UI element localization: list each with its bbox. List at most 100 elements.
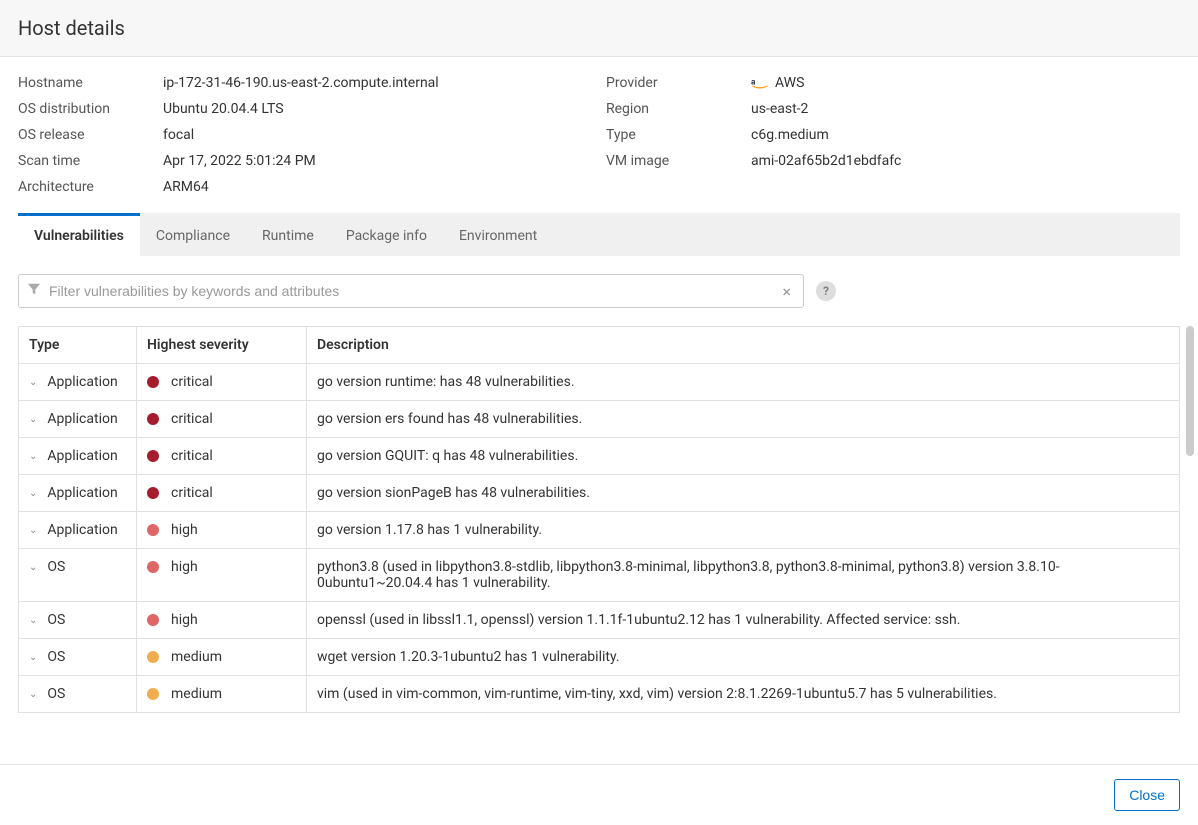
tab-package-info[interactable]: Package info bbox=[330, 213, 443, 256]
filter-box[interactable]: × bbox=[18, 274, 804, 308]
close-button[interactable]: Close bbox=[1114, 779, 1180, 811]
cell-type: ⌄OS bbox=[19, 676, 137, 713]
table-row[interactable]: ⌄Application critical go version sionPageB… bbox=[19, 475, 1180, 512]
vulnerabilities-panel: × ? Type Highest severity Description ⌄A… bbox=[0, 256, 1198, 731]
tab-environment[interactable]: Environment bbox=[443, 213, 553, 256]
chevron-down-icon[interactable]: ⌄ bbox=[29, 451, 37, 462]
details-right-column: ProvideraAWSRegionus-east-2Typec6g.mediu… bbox=[606, 75, 1180, 195]
type-label: Application bbox=[47, 522, 117, 538]
table-row[interactable]: ⌄OS medium vim (used in vim-common, vim-ru… bbox=[19, 676, 1180, 713]
severity-label: high bbox=[171, 559, 198, 575]
details-row: Hostnameip-172-31-46-190.us-east-2.compu… bbox=[18, 75, 606, 91]
cell-severity: medium bbox=[137, 639, 307, 676]
tab-runtime[interactable]: Runtime bbox=[246, 213, 330, 256]
details-row: ArchitectureARM64 bbox=[18, 179, 606, 195]
cell-description: wget version 1.20.3-1ubuntu2 has 1 vulne… bbox=[307, 639, 1180, 676]
severity-dot-icon bbox=[147, 413, 159, 425]
type-label: Application bbox=[47, 374, 117, 390]
cell-type: ⌄ OS bbox=[19, 602, 137, 639]
filter-clear-icon[interactable]: × bbox=[778, 282, 795, 301]
table-row[interactable]: ⌄OSmediumwget version 1.20.3-1ubuntu2 ha… bbox=[19, 639, 1180, 676]
type-label: Application bbox=[47, 411, 117, 427]
col-header-severity[interactable]: Highest severity bbox=[137, 327, 307, 364]
chevron-down-icon[interactable]: ⌄ bbox=[29, 562, 37, 573]
details-label: Region bbox=[606, 101, 751, 117]
details-value: us-east-2 bbox=[751, 101, 808, 117]
details-value: aAWS bbox=[751, 75, 804, 91]
col-header-description[interactable]: Description bbox=[307, 327, 1180, 364]
cell-description: vim (used in vim-common, vim-runtime, vi… bbox=[307, 676, 1180, 713]
severity-dot-icon bbox=[147, 688, 159, 700]
cell-type: ⌄ OS bbox=[19, 549, 137, 602]
details-value: ami-02af65b2d1ebdfafc bbox=[751, 153, 901, 169]
details-label: Provider bbox=[606, 75, 751, 91]
details-value: ARM64 bbox=[163, 179, 209, 195]
filter-input[interactable] bbox=[49, 283, 778, 299]
cell-description: go version GQUIT: q has 48 vulnerabiliti… bbox=[307, 438, 1180, 475]
page-title: Host details bbox=[18, 16, 1180, 40]
details-value: c6g.medium bbox=[751, 127, 829, 143]
details-label: Hostname bbox=[18, 75, 163, 91]
cell-severity: medium bbox=[137, 676, 307, 713]
cell-type: ⌄ Application bbox=[19, 401, 137, 438]
vulnerabilities-table: Type Highest severity Description ⌄Appli… bbox=[18, 326, 1180, 713]
details-label: VM image bbox=[606, 153, 751, 169]
cell-type: ⌄ Application bbox=[19, 364, 137, 401]
type-label: OS bbox=[47, 612, 65, 628]
type-label: OS bbox=[47, 559, 65, 575]
severity-label: medium bbox=[171, 686, 222, 702]
table-row[interactable]: ⌄Applicationcriticalgo version ers found… bbox=[19, 401, 1180, 438]
table-row[interactable]: ⌄ OS highopenssl (used in libssl1.1, opens… bbox=[19, 602, 1180, 639]
severity-label: critical bbox=[171, 374, 213, 390]
details-label: Scan time bbox=[18, 153, 163, 169]
chevron-down-icon[interactable]: ⌄ bbox=[29, 615, 37, 626]
cell-type: ⌄ Application bbox=[19, 512, 137, 549]
table-row[interactable]: ⌄ Application critical go version runtime: … bbox=[19, 364, 1180, 401]
details-label: Architecture bbox=[18, 179, 163, 195]
cell-description: go version sionPageB has 48 vulnerabilit… bbox=[307, 475, 1180, 512]
cell-severity: critical bbox=[137, 401, 307, 438]
tab-compliance[interactable]: Compliance bbox=[140, 213, 246, 256]
cell-description: go version runtime: has 48 vulnerabiliti… bbox=[307, 364, 1180, 401]
table-row[interactable]: ⌄ Application high go version 1.17.8 has 1 … bbox=[19, 512, 1180, 549]
details-row: ProvideraAWS bbox=[606, 75, 1180, 91]
cell-severity: high bbox=[137, 512, 307, 549]
scrollbar-thumb[interactable] bbox=[1186, 326, 1194, 456]
chevron-down-icon[interactable]: ⌄ bbox=[29, 414, 37, 425]
modal-footer: Close bbox=[0, 764, 1198, 825]
cell-description: openssl (used in libssl1.1, openssl) ver… bbox=[307, 602, 1180, 639]
severity-label: critical bbox=[171, 448, 213, 464]
tab-vulnerabilities[interactable]: Vulnerabilities bbox=[18, 213, 140, 256]
cell-type: ⌄Application bbox=[19, 475, 137, 512]
details-label: Type bbox=[606, 127, 751, 143]
chevron-down-icon[interactable]: ⌄ bbox=[29, 652, 37, 663]
chevron-down-icon[interactable]: ⌄ bbox=[29, 377, 37, 388]
chevron-down-icon[interactable]: ⌄ bbox=[29, 525, 37, 536]
type-label: Application bbox=[47, 448, 117, 464]
cell-severity: high bbox=[137, 602, 307, 639]
cell-severity: critical bbox=[137, 364, 307, 401]
cell-type: ⌄ Application bbox=[19, 438, 137, 475]
cell-severity: critical bbox=[137, 475, 307, 512]
filter-icon bbox=[27, 282, 41, 300]
vuln-table-container: Type Highest severity Description ⌄Appli… bbox=[18, 326, 1180, 713]
chevron-down-icon[interactable]: ⌄ bbox=[29, 689, 37, 700]
severity-label: high bbox=[171, 522, 198, 538]
details-row: OS distributionUbuntu 20.04.4 LTS bbox=[18, 101, 606, 117]
tabs-bar: VulnerabilitiesComplianceRuntimePackage … bbox=[18, 213, 1180, 256]
cell-severity: high bbox=[137, 549, 307, 602]
help-icon[interactable]: ? bbox=[816, 281, 836, 301]
details-row: Typec6g.medium bbox=[606, 127, 1180, 143]
table-row[interactable]: ⌄ OS high python3.8 (used in libpython3.8-s… bbox=[19, 549, 1180, 602]
severity-label: critical bbox=[171, 411, 213, 427]
details-row: VM imageami-02af65b2d1ebdfafc bbox=[606, 153, 1180, 169]
severity-dot-icon bbox=[147, 450, 159, 462]
cell-description: go version 1.17.8 has 1 vulnerability. bbox=[307, 512, 1180, 549]
severity-label: critical bbox=[171, 485, 213, 501]
table-row[interactable]: ⌄ Application critical go version GQUIT: q … bbox=[19, 438, 1180, 475]
host-details-grid: Hostnameip-172-31-46-190.us-east-2.compu… bbox=[0, 57, 1198, 213]
chevron-down-icon[interactable]: ⌄ bbox=[29, 488, 37, 499]
severity-dot-icon bbox=[147, 376, 159, 388]
col-header-type[interactable]: Type bbox=[19, 327, 137, 364]
cell-description: python3.8 (used in libpython3.8-stdlib, … bbox=[307, 549, 1180, 602]
